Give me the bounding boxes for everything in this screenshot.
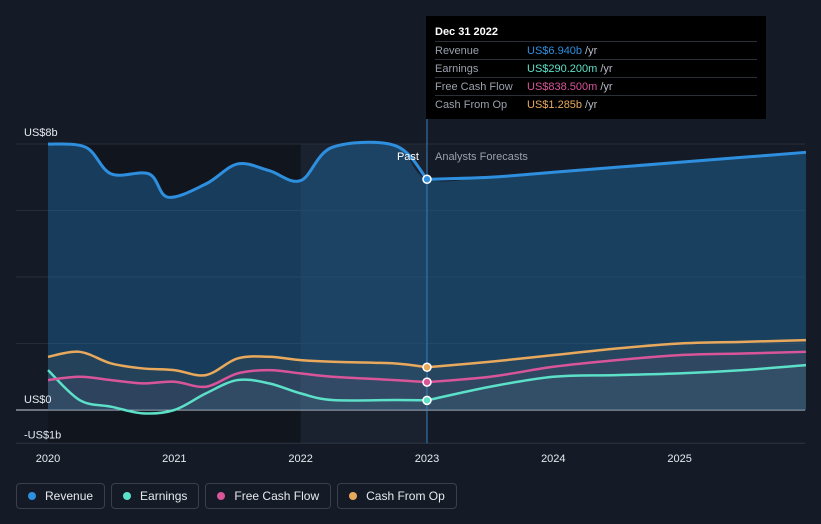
- x-tick-label: 2025: [667, 453, 691, 465]
- revenue-line-past: [47, 140, 429, 199]
- legend-label: Earnings: [140, 489, 188, 503]
- tooltip-label: Earnings: [435, 62, 479, 75]
- earnings-marker: [422, 395, 432, 406]
- section-label-past: Past: [397, 151, 419, 163]
- x-tick-label: 2021: [162, 453, 186, 465]
- tooltip-label: Free Cash Flow: [435, 80, 513, 93]
- revenue-marker: [422, 174, 432, 184]
- legend-label: Cash From Op: [366, 489, 445, 503]
- tooltip-value: US$6.940b: [527, 44, 583, 57]
- chart-plot: Past Analysts Forecasts US$8b US$0 -US$1b 202…: [16, 16, 807, 465]
- x-tick-label: 2024: [541, 453, 565, 465]
- legend-item-free-cash-flow[interactable]: Free Cash Flow: [205, 483, 332, 509]
- free-cash-flow-line-past: [47, 368, 428, 389]
- y-tick-label: -US$1b: [24, 429, 61, 441]
- tooltip-row-free-cash-flow: Free Cash Flow US$838.500m /yr: [435, 77, 757, 95]
- tooltip-value: US$838.500m: [527, 80, 598, 93]
- tooltip-row-earnings: Earnings US$290.200m /yr: [435, 59, 757, 77]
- free-cash-flow-marker: [422, 377, 432, 387]
- tooltip-date: Dec 31 2022: [435, 26, 498, 38]
- tooltip-row-cash-from-op: Cash From Op US$1.285b /yr: [435, 95, 757, 113]
- tooltip: Dec 31 2022 Revenue US$6.940b /yr Earnin…: [426, 16, 766, 119]
- cash-from-op-marker: [422, 362, 432, 373]
- y-tick-label: US$0: [24, 394, 52, 406]
- tooltip-unit: /yr: [585, 98, 598, 111]
- tooltip-unit: /yr: [600, 80, 613, 93]
- cash-from-op-line-forecast: [426, 338, 807, 369]
- legend-dot-icon: [123, 492, 132, 500]
- free-cash-flow-area: [48, 351, 806, 410]
- y-tick-label: US$8b: [24, 127, 58, 139]
- tooltip-value: US$290.200m: [527, 62, 598, 75]
- revenue-line-forecast: [426, 150, 807, 181]
- x-tick-label: 2020: [36, 453, 60, 465]
- legend-dot-icon: [217, 492, 226, 500]
- x-tick-label: 2022: [288, 453, 312, 465]
- section-label-forecast: Analysts Forecasts: [435, 151, 528, 163]
- legend-label: Revenue: [45, 489, 94, 503]
- legend: Revenue Earnings Free Cash Flow Cash Fro…: [16, 483, 457, 511]
- earnings-line-past: [47, 369, 428, 415]
- tooltip-row-revenue: Revenue US$6.940b /yr: [435, 41, 757, 59]
- free-cash-flow-line-forecast: [426, 350, 807, 384]
- cash-from-op-line-past: [47, 350, 428, 377]
- x-tick-label: 2023: [415, 453, 439, 465]
- legend-item-earnings[interactable]: Earnings: [111, 483, 200, 509]
- earnings-area: [48, 365, 806, 414]
- legend-label: Free Cash Flow: [234, 489, 320, 503]
- earnings-line-forecast: [426, 363, 807, 402]
- tooltip-unit: /yr: [585, 44, 598, 57]
- tooltip-label: Cash From Op: [435, 98, 508, 111]
- tooltip-unit: /yr: [600, 62, 613, 75]
- legend-dot-icon: [28, 492, 36, 500]
- tooltip-value: US$1.285b: [527, 98, 583, 111]
- legend-item-revenue[interactable]: Revenue: [16, 483, 106, 509]
- legend-dot-icon: [349, 492, 358, 500]
- legend-item-cash-from-op[interactable]: Cash From Op: [337, 483, 457, 509]
- tooltip-label: Revenue: [435, 44, 480, 57]
